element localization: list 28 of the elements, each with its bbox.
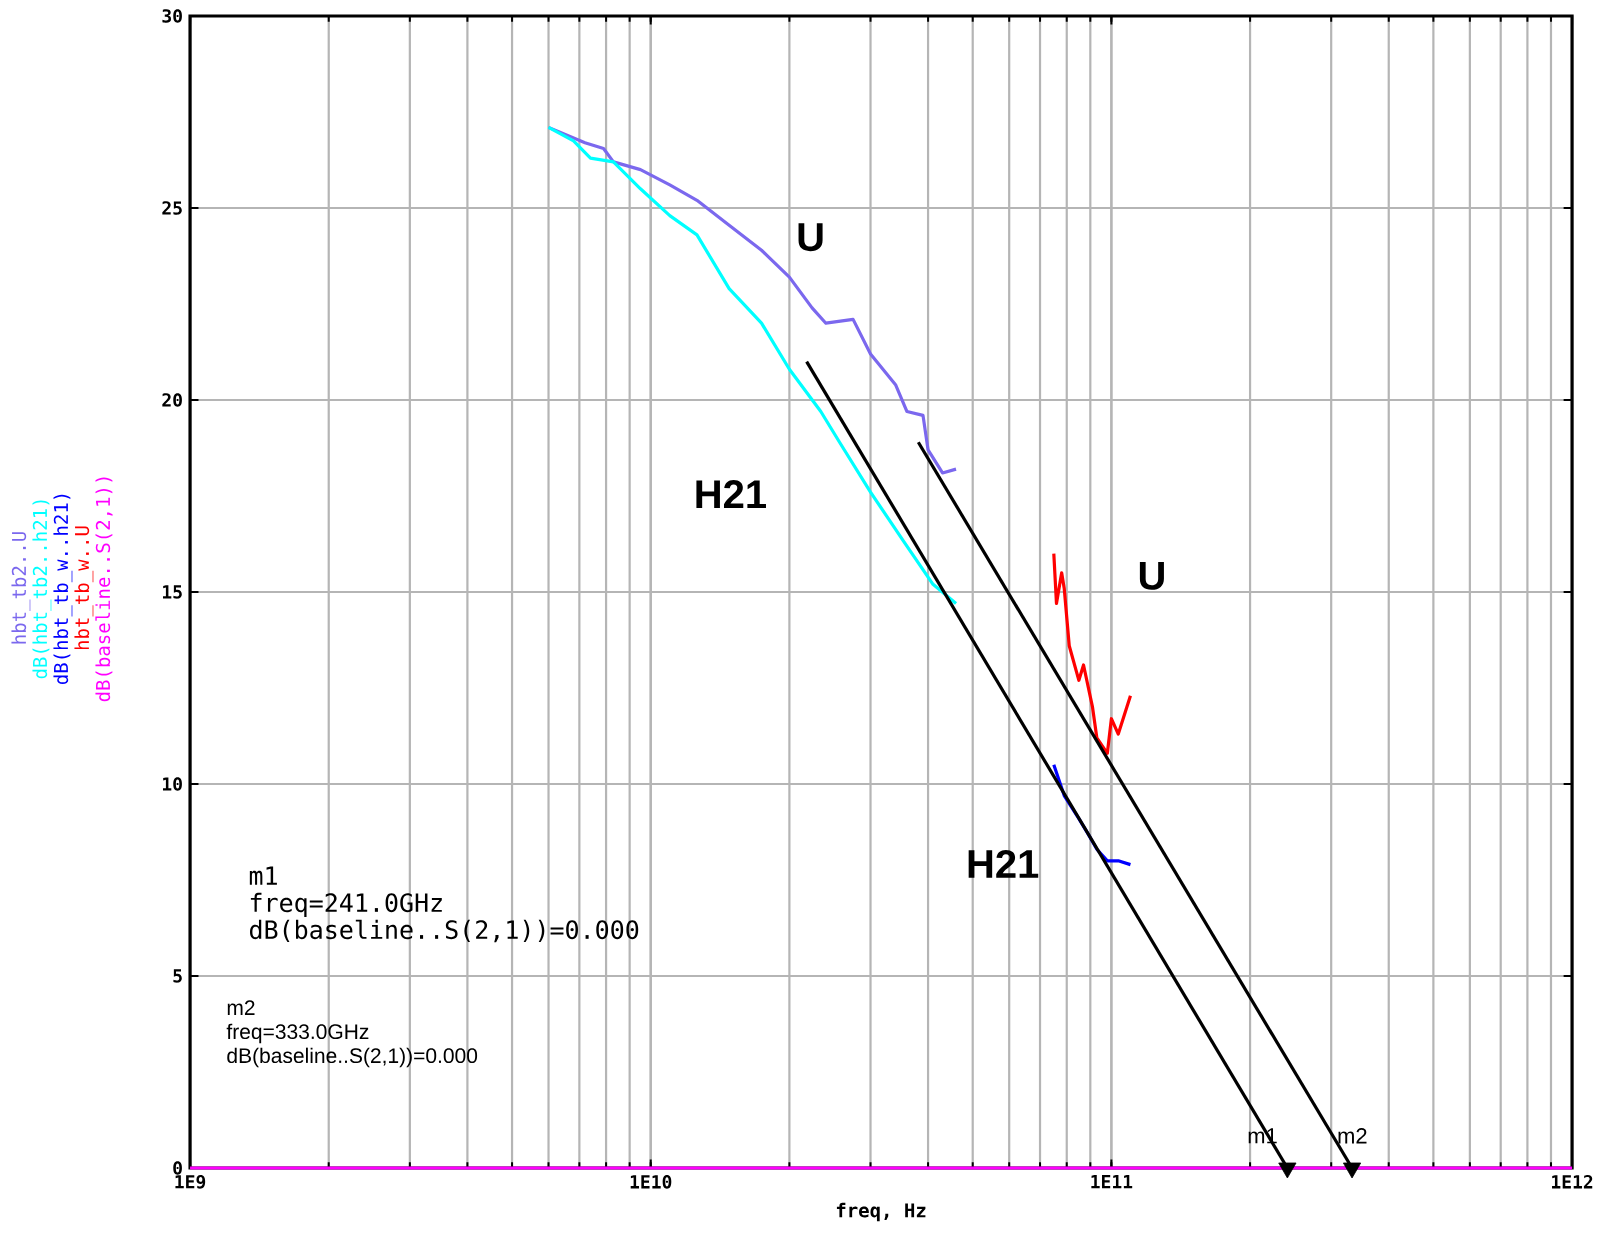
y-tick-label: 25 — [162, 201, 182, 215]
annotation: freq=333.0GHz — [226, 1023, 369, 1044]
annotation: dB(baseline..S(2,1))=0.000 — [250, 919, 639, 943]
annotation: H21 — [696, 480, 766, 509]
text: dB(hbt_tb_w..h21) — [53, 494, 73, 685]
annotation: m2 — [1338, 1128, 1367, 1144]
annotation: dB(baseline..S(2,1))=0.000 — [227, 1047, 478, 1068]
annotation: H21 — [968, 849, 1039, 878]
x-tick-label: 1E9 — [175, 1175, 206, 1189]
x-tick-label: 1E12 — [1552, 1175, 1593, 1189]
text: dB(baseline..S(2,1)) — [95, 477, 113, 702]
text: dB(hbt_tb2..h21) — [32, 500, 52, 679]
y-tick-label: 0 — [173, 1161, 182, 1175]
x-axis-title: freq, Hz — [836, 1202, 926, 1222]
y-tick-label: 20 — [162, 393, 182, 407]
y-tick-label: 15 — [163, 585, 182, 599]
annotation: m1 — [249, 866, 277, 885]
y-tick-label: 30 — [162, 9, 182, 23]
y-tick-label: 5 — [173, 969, 182, 983]
text: hbt_tb_w..U — [74, 526, 94, 650]
annotation: m2 — [227, 1000, 255, 1015]
annotation: U — [798, 223, 823, 252]
y-tick-label: 10 — [163, 777, 182, 791]
text: hbt_tb2..U — [11, 532, 31, 644]
x-tick-label: 1E10 — [630, 1175, 672, 1189]
annotation: freq=241.0GHz — [250, 892, 442, 918]
annotation: U — [1139, 561, 1164, 590]
x-tick-label: 1E11 — [1091, 1175, 1133, 1189]
